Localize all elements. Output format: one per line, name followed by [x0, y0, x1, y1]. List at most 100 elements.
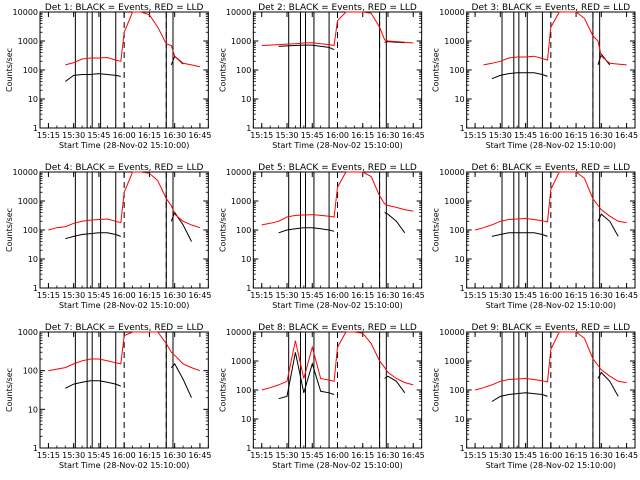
y-tick-label: 1 [33, 444, 38, 453]
y-axis-label: Counts/sec [218, 48, 227, 92]
x-tick-label: 16:15 [351, 131, 374, 140]
y-tick-label: 100 [23, 66, 38, 75]
x-axis-label: Start Time (28-Nov-02 15:10:00) [59, 141, 189, 150]
y-tick-label: 1 [246, 124, 251, 133]
x-tick-label: 16:15 [138, 291, 161, 300]
x-tick-label: 16:00 [113, 131, 136, 140]
x-tick-label: 16:00 [539, 451, 562, 460]
panel-title: Det 6: BLACK = Events, RED = LLD [472, 163, 631, 173]
x-tick-label: 15:45 [87, 131, 110, 140]
y-tick-label: 10 [241, 255, 251, 264]
x-tick-label: 15:15 [37, 451, 60, 460]
x-tick-label: 15:15 [37, 131, 60, 140]
x-tick-label: 15:45 [301, 131, 324, 140]
x-tick-label: 16:15 [138, 451, 161, 460]
x-tick-label: 15:15 [464, 131, 487, 140]
panel-det-9: Det 9: BLACK = Events, RED = LLD 1 10 100 10… [432, 323, 638, 470]
x-tick-label: 16:15 [351, 291, 374, 300]
x-tick-label: 15:15 [464, 451, 487, 460]
panel-det-2: Det 2: BLACK = Events, RED = LLD 1 10 100 10… [218, 3, 424, 150]
y-tick-label: 100 [236, 226, 251, 235]
x-tick-label: 15:45 [514, 451, 537, 460]
x-tick-label: 16:00 [539, 131, 562, 140]
y-tick-label: 1000 [231, 197, 251, 206]
series-line-lld [483, 11, 627, 66]
y-tick-label: 10 [28, 95, 38, 104]
x-tick-label: 15:30 [489, 291, 512, 300]
y-tick-label: 1 [33, 284, 38, 293]
y-tick-label: 10000 [226, 168, 251, 177]
y-tick-label: 10 [241, 415, 251, 424]
panel-title: Det 7: BLACK = Events, RED = LLD [45, 323, 204, 333]
y-tick-label: 10000 [439, 328, 464, 337]
y-tick-label: 10 [28, 255, 38, 264]
x-axis-label: Start Time (28-Nov-02 15:10:00) [272, 141, 402, 150]
y-axis-label: Counts/sec [432, 208, 441, 252]
x-tick-label: 15:45 [301, 451, 324, 460]
y-tick-label: 100 [236, 386, 251, 395]
x-tick-label: 15:15 [250, 291, 273, 300]
y-axis-label: Counts/sec [5, 48, 14, 92]
y-tick-label: 100 [23, 226, 38, 235]
x-tick-label: 16:30 [163, 291, 186, 300]
y-tick-label: 10 [454, 415, 464, 424]
x-tick-label: 16:15 [565, 451, 588, 460]
x-tick-label: 16:30 [163, 451, 186, 460]
series-line-lld [261, 171, 414, 226]
y-tick-label: 100 [449, 386, 464, 395]
x-tick-label: 15:30 [489, 131, 512, 140]
series-line-lld [48, 331, 201, 372]
y-tick-label: 10 [454, 255, 464, 264]
x-tick-label: 15:45 [514, 291, 537, 300]
x-tick-label: 15:15 [250, 451, 273, 460]
panel-det-1: Det 1: BLACK = Events, RED = LLD 1 10 100 10… [5, 3, 211, 150]
y-tick-label: 1000 [18, 197, 38, 206]
panel-title: Det 8: BLACK = Events, RED = LLD [258, 323, 417, 333]
x-tick-label: 15:45 [301, 291, 324, 300]
x-tick-label: 15:15 [250, 131, 273, 140]
x-tick-label: 16:00 [113, 451, 136, 460]
y-tick-label: 1000 [444, 37, 464, 46]
y-axis-label: Counts/sec [218, 208, 227, 252]
panel-det-3: Det 3: BLACK = Events, RED = LLD 1 10 100 10… [432, 3, 638, 150]
x-tick-label: 15:30 [275, 291, 298, 300]
y-tick-label: 10000 [439, 8, 464, 17]
x-tick-label: 15:30 [62, 131, 85, 140]
y-tick-label: 10 [28, 405, 38, 414]
y-tick-label: 1000 [18, 328, 38, 337]
panel-title: Det 9: BLACK = Events, RED = LLD [472, 323, 631, 333]
y-tick-label: 1 [33, 124, 38, 133]
x-tick-label: 16:30 [590, 451, 613, 460]
panel-title: Det 2: BLACK = Events, RED = LLD [258, 3, 417, 13]
panel-det-6: Det 6: BLACK = Events, RED = LLD 1 10 100 10… [432, 163, 638, 310]
x-tick-label: 16:45 [402, 131, 425, 140]
series-line-events [491, 371, 619, 402]
series-line-lld [261, 11, 414, 47]
panel-det-8: Det 8: BLACK = Events, RED = LLD 1 10 100 10… [218, 323, 424, 470]
series-line-events [65, 363, 192, 398]
panel-title: Det 3: BLACK = Events, RED = LLD [472, 3, 631, 13]
y-tick-label: 1 [246, 444, 251, 453]
x-axis-label: Start Time (28-Nov-02 15:10:00) [272, 461, 402, 470]
series-line-lld [261, 331, 414, 391]
x-tick-label: 16:45 [188, 291, 211, 300]
y-axis-label: Counts/sec [432, 368, 441, 412]
x-tick-label: 16:30 [590, 131, 613, 140]
panel-det-4: Det 4: BLACK = Events, RED = LLD 1 10 100 10… [5, 163, 211, 310]
y-axis-label: Counts/sec [218, 368, 227, 412]
y-tick-label: 10000 [226, 8, 251, 17]
y-axis-label: Counts/sec [5, 208, 14, 252]
y-tick-label: 1000 [231, 37, 251, 46]
panel-title: Det 4: BLACK = Events, RED = LLD [45, 163, 204, 173]
x-tick-label: 16:45 [615, 131, 638, 140]
x-tick-label: 16:30 [163, 131, 186, 140]
y-axis-label: Counts/sec [5, 368, 14, 412]
x-tick-label: 15:45 [87, 291, 110, 300]
x-tick-label: 15:30 [275, 451, 298, 460]
y-tick-label: 1000 [231, 357, 251, 366]
y-tick-label: 10000 [13, 8, 38, 17]
series-line-events [278, 212, 406, 234]
x-tick-label: 16:45 [615, 291, 638, 300]
x-tick-label: 16:30 [376, 131, 399, 140]
x-tick-label: 15:45 [87, 451, 110, 460]
